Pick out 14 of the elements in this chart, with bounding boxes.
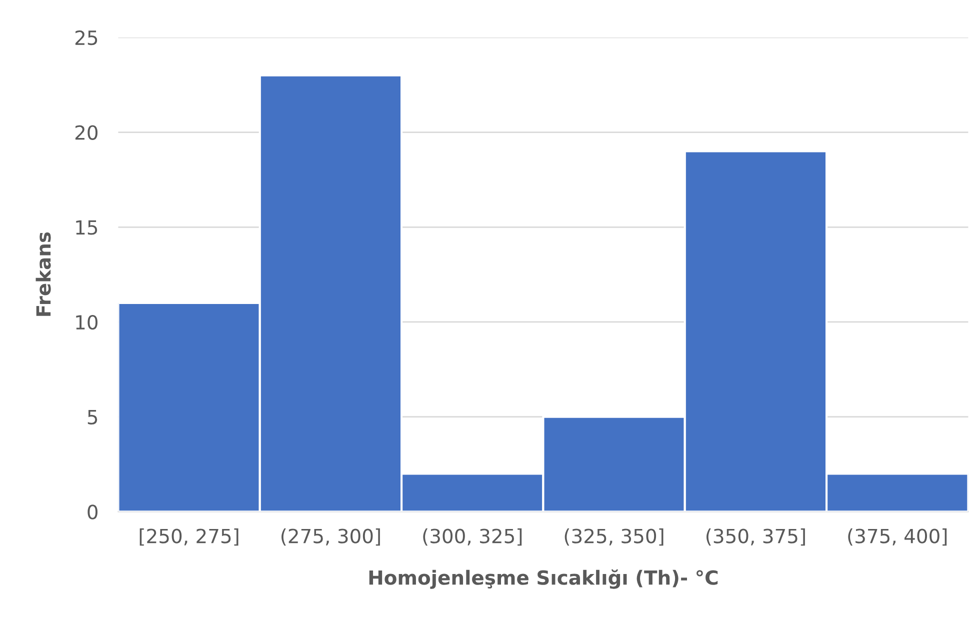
x-tick-label: (300, 325]	[423, 528, 522, 546]
x-tick-label: (375, 400]	[848, 528, 947, 546]
x-tick-label: [250, 275]	[140, 528, 238, 546]
y-tick-label: 20	[75, 125, 98, 140]
x-axis-title: Homojenleşme Sıcaklığı (Th)- °C	[369, 569, 718, 589]
y-tick-label: 0	[88, 504, 98, 520]
y-axis-title: Frekans	[36, 232, 51, 316]
x-tick-label: (275, 300]	[282, 528, 380, 546]
y-tick-label: 25	[75, 30, 98, 46]
x-tick-label: (350, 375]	[706, 528, 805, 546]
y-tick-label: 5	[88, 410, 98, 424]
y-tick-label: 15	[76, 220, 98, 235]
x-tick-label: (325, 350]	[564, 528, 664, 546]
y-tick-label: 10	[76, 314, 98, 330]
